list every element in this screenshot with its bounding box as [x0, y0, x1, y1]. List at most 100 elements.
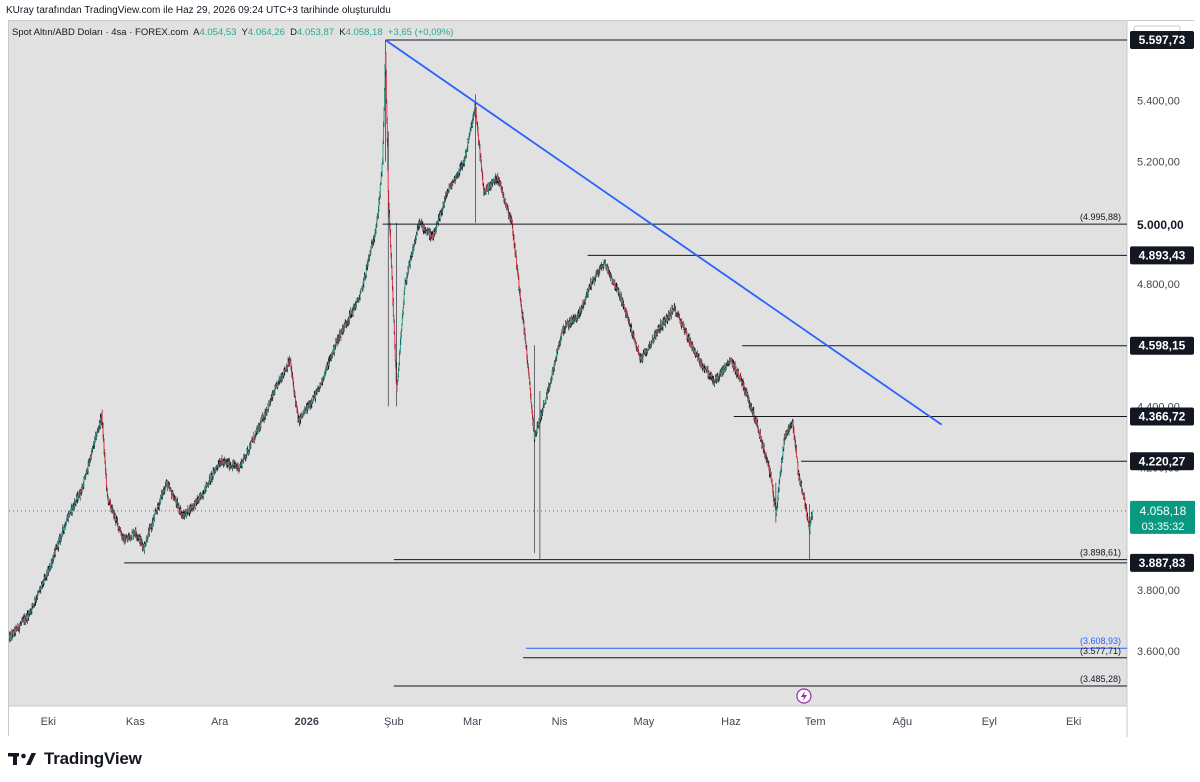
- candle-body: [185, 513, 186, 516]
- candle-body: [157, 505, 159, 507]
- trendline[interactable]: [384, 39, 943, 426]
- chart-panel[interactable]: USD3.600,003.800,004.000,004.200,004.400…: [8, 20, 1195, 737]
- candle-body: [691, 344, 693, 349]
- candle-body: [307, 404, 309, 410]
- candle-body: [212, 470, 214, 476]
- candle-body: [176, 500, 178, 502]
- candle-body: [110, 502, 112, 508]
- candle-body: [665, 322, 667, 323]
- candle-body: [518, 278, 520, 288]
- candle-body: [776, 503, 778, 508]
- candle-body: [465, 152, 466, 159]
- candle-body: [611, 276, 613, 282]
- candle-body: [258, 425, 259, 428]
- candle-body: [215, 470, 216, 472]
- candle-body: [584, 295, 586, 303]
- candle-body: [752, 410, 754, 412]
- candle-body: [749, 403, 751, 406]
- candle-body: [369, 252, 371, 255]
- candle-body: [296, 410, 298, 413]
- price-axis[interactable]: [1127, 21, 1195, 737]
- candle-body: [663, 320, 664, 322]
- x-tick-label: Eki: [1066, 716, 1081, 728]
- candle-body: [696, 354, 698, 355]
- candle-body: [472, 114, 474, 117]
- candle-body: [360, 292, 362, 295]
- candle-body: [200, 495, 201, 497]
- candle-body: [605, 267, 607, 270]
- candle-body: [399, 352, 401, 353]
- candle-body: [307, 404, 309, 408]
- candle-body: [556, 351, 558, 353]
- candle-body: [19, 623, 21, 626]
- candle-body: [791, 424, 793, 426]
- candle-body: [388, 204, 390, 214]
- candle-body: [575, 319, 577, 321]
- candle-body: [107, 496, 109, 499]
- candle-body: [770, 474, 772, 481]
- time-axis[interactable]: [9, 706, 1127, 737]
- candle-body: [406, 280, 407, 283]
- candle-body: [537, 424, 539, 426]
- legend-symbol[interactable]: Spot Altın/ABD Doları · 4sa · FOREX.com: [12, 27, 189, 38]
- candle-body: [558, 346, 560, 349]
- candle-body: [221, 458, 223, 461]
- candle-body: [629, 325, 631, 327]
- candle-body: [163, 490, 165, 493]
- candle-body: [138, 536, 140, 539]
- candle-body: [327, 361, 329, 367]
- candle-body: [583, 300, 585, 304]
- candle-body: [729, 359, 731, 361]
- candle-body: [764, 453, 766, 455]
- candle-body: [176, 500, 178, 505]
- candle-body: [744, 390, 746, 392]
- candle-body: [768, 464, 770, 469]
- candle-body: [672, 309, 674, 312]
- candle-body: [171, 494, 173, 496]
- price-level-label: 4.598,15: [1139, 339, 1186, 353]
- candle-body: [244, 454, 245, 456]
- plot-area[interactable]: [9, 21, 1127, 706]
- candle-body: [477, 129, 479, 135]
- candle-body: [352, 306, 354, 314]
- candle-body: [435, 225, 437, 232]
- candle-body: [773, 495, 774, 500]
- candle-body: [206, 484, 208, 487]
- candle-body: [408, 262, 410, 265]
- candle-body: [19, 625, 21, 627]
- candle-body: [508, 214, 510, 216]
- candle-body: [756, 423, 758, 425]
- candle-body: [469, 130, 471, 136]
- x-tick-label: 2026: [295, 716, 319, 728]
- price-chart[interactable]: USD3.600,003.800,004.000,004.200,004.400…: [9, 21, 1195, 737]
- candle-body: [94, 438, 96, 446]
- candle-body: [251, 441, 252, 442]
- candle-body: [159, 500, 161, 504]
- candle-body: [454, 177, 456, 181]
- candle-body: [697, 357, 699, 360]
- candle-body: [427, 230, 428, 234]
- candle-body: [100, 417, 102, 422]
- price-level-badge: [1130, 246, 1194, 265]
- candle-body: [259, 425, 260, 429]
- candle-body: [544, 400, 546, 404]
- candle-body: [551, 374, 553, 377]
- candle-body: [55, 547, 57, 549]
- candle-body: [612, 281, 613, 283]
- candle-body: [799, 481, 801, 486]
- candle-body: [156, 511, 157, 513]
- candle-body: [117, 521, 119, 523]
- candle-body: [737, 370, 739, 374]
- candle-body: [446, 192, 448, 196]
- candle-body: [675, 313, 677, 315]
- candle-body: [305, 409, 307, 413]
- candle-body: [785, 432, 787, 433]
- candle-body: [262, 415, 264, 421]
- candle-body: [781, 460, 783, 462]
- candle-body: [420, 222, 421, 224]
- candle-body: [335, 341, 337, 346]
- candle-body: [642, 353, 644, 357]
- y-tick-label: 5.200,00: [1137, 157, 1180, 169]
- candle-body: [792, 421, 794, 430]
- candle-body: [601, 265, 603, 266]
